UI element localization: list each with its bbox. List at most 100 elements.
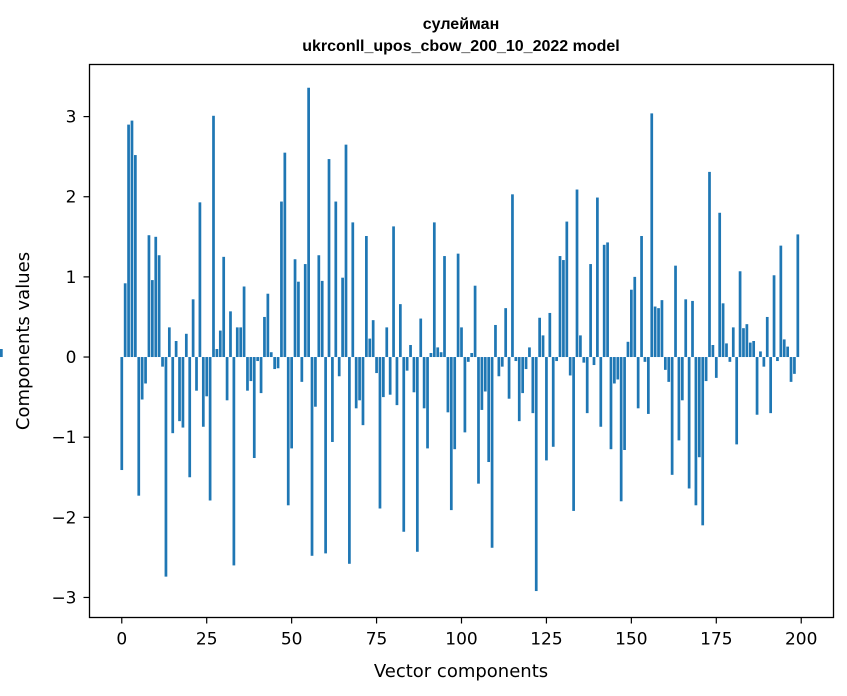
bar-33 bbox=[232, 357, 236, 566]
bar-173 bbox=[708, 171, 711, 358]
bar-182 bbox=[738, 271, 742, 358]
bar-16 bbox=[174, 341, 178, 358]
y-tick-label-0: 0 bbox=[66, 348, 77, 368]
bar-1 bbox=[123, 283, 127, 358]
bar-159 bbox=[660, 300, 664, 358]
bar-186 bbox=[752, 341, 756, 358]
bar-52 bbox=[297, 281, 300, 358]
bar-55 bbox=[307, 87, 310, 358]
x-tick-label-25: 25 bbox=[196, 630, 218, 650]
bar-141 bbox=[599, 357, 603, 427]
bar-39 bbox=[252, 357, 256, 459]
bar-3 bbox=[130, 120, 134, 358]
bar-59 bbox=[320, 280, 324, 358]
bar-51 bbox=[293, 259, 297, 358]
bar-144 bbox=[609, 357, 613, 450]
bar-20 bbox=[188, 357, 192, 478]
bar-194 bbox=[779, 245, 783, 358]
bar-67 bbox=[348, 357, 351, 564]
bar-37 bbox=[246, 357, 249, 391]
bar-176 bbox=[718, 212, 722, 358]
bar-187 bbox=[755, 357, 759, 415]
bar-168 bbox=[691, 300, 694, 358]
bar-137 bbox=[585, 357, 589, 414]
bar-32 bbox=[229, 311, 232, 358]
bar-62 bbox=[331, 357, 334, 442]
y-tick-label--1: −1 bbox=[51, 428, 76, 448]
bar-13 bbox=[164, 357, 168, 577]
bar-106 bbox=[480, 357, 484, 410]
bar-72 bbox=[365, 236, 368, 358]
bar-57 bbox=[314, 357, 317, 407]
bar-96 bbox=[446, 357, 450, 413]
y-tick-label--3: −3 bbox=[51, 588, 76, 608]
bar-121 bbox=[531, 357, 535, 414]
bar-160 bbox=[663, 357, 667, 370]
bar-134 bbox=[575, 189, 579, 358]
bar-47 bbox=[280, 201, 283, 358]
x-tick-label-50: 50 bbox=[281, 630, 303, 650]
bar-147 bbox=[619, 357, 623, 502]
y-tick-label-2: 2 bbox=[66, 188, 77, 208]
bar-76 bbox=[378, 357, 382, 509]
bar-30 bbox=[222, 256, 226, 358]
bar-163 bbox=[674, 265, 677, 358]
bar-45 bbox=[273, 357, 277, 370]
bar-118 bbox=[521, 357, 525, 394]
bar-143 bbox=[606, 242, 609, 358]
bar-70 bbox=[358, 357, 361, 401]
bar-87 bbox=[415, 357, 419, 552]
bar-108 bbox=[487, 357, 491, 463]
bar-31 bbox=[225, 357, 229, 401]
bar-177 bbox=[721, 303, 725, 358]
bar-158 bbox=[657, 308, 660, 358]
bar-75 bbox=[375, 357, 378, 374]
x-tick-label-75: 75 bbox=[366, 630, 388, 650]
x-tick-label-150: 150 bbox=[615, 630, 647, 650]
bar-89 bbox=[422, 357, 426, 409]
bar-64 bbox=[337, 357, 341, 377]
bar-123 bbox=[538, 317, 541, 358]
bar-0 bbox=[120, 357, 124, 471]
bar-196 bbox=[786, 346, 789, 358]
bar-29 bbox=[218, 330, 222, 358]
bar-112 bbox=[500, 357, 504, 367]
bar-18 bbox=[181, 357, 185, 428]
bar-157 bbox=[653, 306, 657, 358]
bar-66 bbox=[344, 144, 348, 358]
bar-81 bbox=[395, 357, 399, 406]
bar-21 bbox=[191, 299, 195, 358]
bar-132 bbox=[568, 357, 572, 376]
y-tick-label--2: −2 bbox=[51, 508, 76, 528]
bar-165 bbox=[680, 357, 684, 401]
bar-156 bbox=[650, 113, 654, 358]
bar-28 bbox=[215, 349, 219, 358]
bar-188 bbox=[759, 351, 762, 358]
bar-86 bbox=[412, 357, 416, 393]
y-tick-label-1: 1 bbox=[66, 268, 77, 288]
bar-180 bbox=[731, 327, 735, 358]
bar-148 bbox=[623, 357, 626, 450]
bar-97 bbox=[449, 357, 453, 511]
bar-174 bbox=[711, 345, 715, 358]
bar-103 bbox=[470, 353, 474, 358]
x-tick-label-200: 200 bbox=[785, 630, 817, 650]
bar-12 bbox=[161, 357, 164, 367]
bar-162 bbox=[670, 357, 674, 475]
bar-122 bbox=[534, 357, 538, 592]
bar-164 bbox=[677, 357, 681, 441]
bar-138 bbox=[589, 264, 592, 358]
bar-63 bbox=[334, 201, 338, 358]
bar-140 bbox=[596, 197, 599, 358]
bar-161 bbox=[667, 357, 671, 382]
bar-115 bbox=[511, 194, 514, 358]
bar-111 bbox=[497, 357, 501, 377]
bar-19 bbox=[184, 333, 188, 358]
bar-38 bbox=[249, 357, 253, 382]
bar-83 bbox=[402, 357, 406, 532]
bar-54 bbox=[303, 264, 307, 358]
bar-41 bbox=[259, 357, 263, 394]
bar-198 bbox=[793, 357, 796, 374]
bar-77 bbox=[382, 357, 385, 398]
bar-98 bbox=[453, 357, 457, 450]
